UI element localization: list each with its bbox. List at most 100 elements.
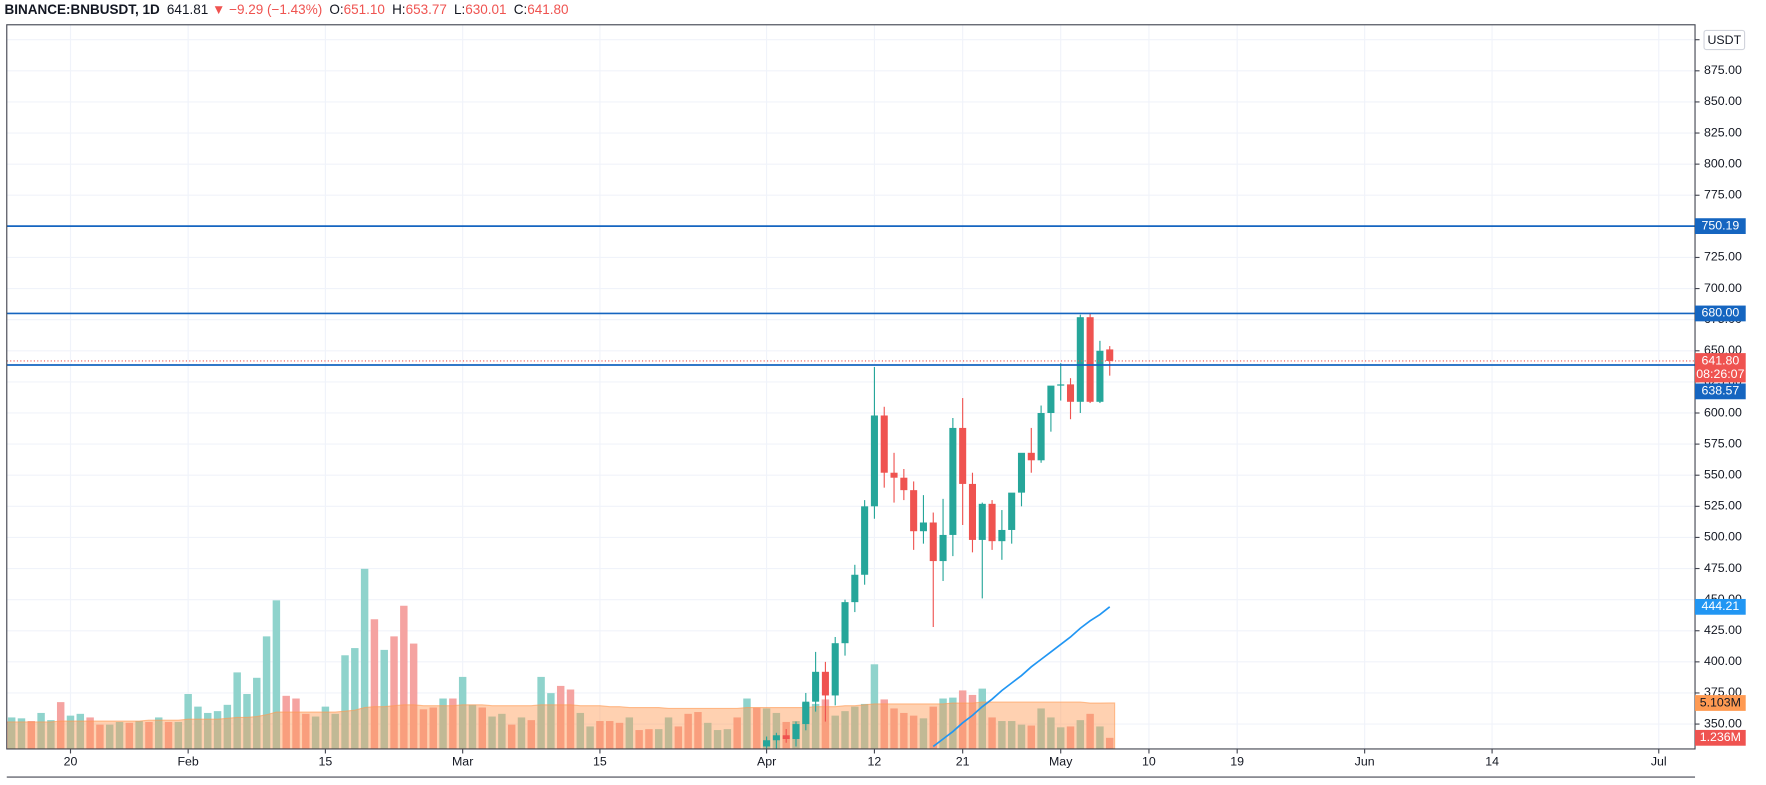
volume-bar xyxy=(655,729,663,749)
volume-bar xyxy=(831,715,839,749)
volume-bar xyxy=(605,721,614,749)
volume-bar xyxy=(890,708,898,749)
volume-bar xyxy=(262,636,271,749)
candle-body xyxy=(821,671,829,696)
candle-body xyxy=(763,740,771,747)
candle-body xyxy=(968,483,977,540)
candle-body xyxy=(929,522,937,562)
candle-body xyxy=(900,477,908,491)
y-tick-label: 575.00 xyxy=(1704,436,1742,450)
ma-line xyxy=(932,606,1111,748)
x-tick-label: 12 xyxy=(868,755,882,769)
volume-bar xyxy=(860,703,869,749)
volume-bar xyxy=(282,695,290,749)
volume-bar xyxy=(370,619,379,749)
candle-body xyxy=(772,735,780,741)
volume-bar xyxy=(351,648,359,749)
volume-bar xyxy=(135,721,143,749)
arrow: ▼ xyxy=(212,2,225,17)
axes: 350.00375.00400.00425.00450.00475.00500.… xyxy=(64,29,1746,769)
volume-bar xyxy=(772,712,781,749)
y-tick-label: 850.00 xyxy=(1704,94,1742,108)
volume-bar xyxy=(909,715,918,749)
volume-bar xyxy=(47,720,55,749)
volume-bar xyxy=(968,694,977,749)
volume-bar xyxy=(527,720,536,749)
volume-bar xyxy=(1017,724,1026,749)
volume-bar xyxy=(429,707,437,749)
volume-bar xyxy=(390,636,398,749)
volume-bar xyxy=(929,706,937,749)
volume-bar xyxy=(311,716,320,749)
c-key: C: xyxy=(514,2,528,17)
volume-bar xyxy=(321,706,330,749)
volume-bar xyxy=(272,600,281,749)
candle-body xyxy=(1066,384,1075,402)
candle-body xyxy=(959,427,967,484)
volume-bar xyxy=(978,688,987,749)
candle-body xyxy=(782,735,790,740)
volume-bar xyxy=(635,730,643,749)
candle-body xyxy=(978,503,986,540)
x-tick-label: 15 xyxy=(593,755,607,769)
header: BINANCE:BNBUSDT, 1D 641.81 ▼ −9.29 (−1.4… xyxy=(5,2,569,17)
volume-bar xyxy=(1007,721,1016,749)
change: −9.29 (−1.43%) xyxy=(229,2,322,17)
o-value: 651.10 xyxy=(344,2,385,17)
candle-body xyxy=(851,574,859,603)
volume-bar xyxy=(694,712,702,749)
volume-bar xyxy=(27,721,36,749)
volume-bar xyxy=(115,721,124,749)
y-tick-label: 875.00 xyxy=(1704,63,1742,77)
volume-bar xyxy=(145,721,153,749)
volume-bar xyxy=(204,712,212,749)
price-label-box xyxy=(1695,383,1746,400)
c-value: 641.80 xyxy=(527,2,568,17)
volume-ma-label: 5.103M xyxy=(1700,695,1741,709)
candle-body xyxy=(1096,350,1104,402)
volume-ma-label-box xyxy=(1695,695,1746,711)
x-tick-label: 14 xyxy=(1485,755,1499,769)
volume-bar xyxy=(870,664,879,749)
x-tick-label: 19 xyxy=(1230,755,1244,769)
volume-bar xyxy=(76,713,85,749)
h-key: H: xyxy=(392,2,406,17)
volume-bar xyxy=(851,706,859,749)
x-tick-label: Jun xyxy=(1355,755,1375,769)
grid xyxy=(6,24,1696,749)
volume-bar xyxy=(37,712,45,749)
candle-body xyxy=(1017,452,1026,493)
volume-bar xyxy=(7,717,16,749)
candle-body xyxy=(1047,385,1055,413)
candle-body xyxy=(988,503,996,542)
plot-area xyxy=(6,225,1696,749)
x-tick-label: Jul xyxy=(1651,755,1667,769)
ma-label-box xyxy=(1695,598,1746,615)
volume-bar xyxy=(380,649,388,749)
price-label-box xyxy=(1695,305,1746,322)
volume-bar xyxy=(939,698,947,749)
ma-label: 444.21 xyxy=(1701,599,1739,613)
y-tick-label: 350.00 xyxy=(1704,716,1742,730)
candle-body xyxy=(870,415,878,507)
volume-bar xyxy=(988,717,996,749)
candle-body xyxy=(998,529,1006,542)
y-tick-label: 600.00 xyxy=(1704,405,1742,419)
volume-bar xyxy=(753,707,761,749)
x-tick-label: Feb xyxy=(177,755,198,769)
candle-body xyxy=(1037,412,1045,461)
volume-bar xyxy=(811,703,820,749)
volume-label: 1.236M xyxy=(1700,730,1741,744)
volume-bar xyxy=(1066,726,1075,749)
volume-bar xyxy=(507,724,516,749)
volume-bar xyxy=(419,709,428,749)
volume-bar xyxy=(1086,713,1094,749)
volume-bar xyxy=(615,722,624,749)
volume-bar xyxy=(360,568,369,749)
o-key: O: xyxy=(329,2,343,17)
volume-bar xyxy=(762,708,771,749)
volume-bar xyxy=(625,717,634,749)
volume-bar xyxy=(547,693,555,749)
